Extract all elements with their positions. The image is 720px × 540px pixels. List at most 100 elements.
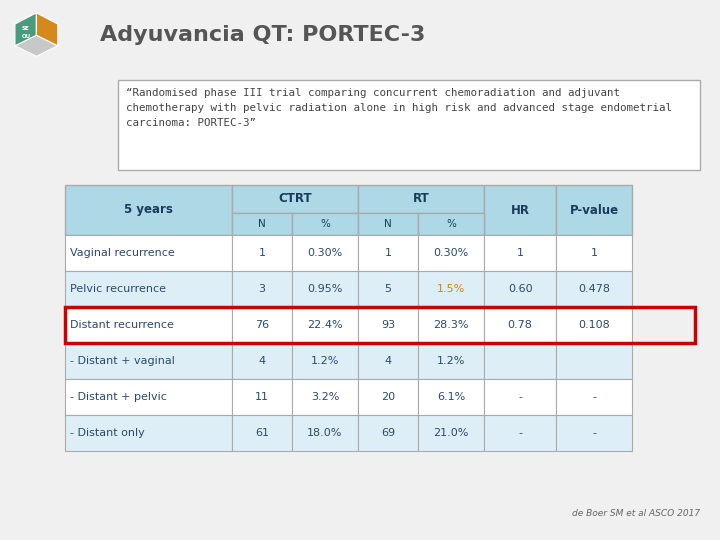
Bar — [65, 271, 232, 307]
Bar — [557, 307, 632, 343]
Text: P-value: P-value — [570, 204, 618, 217]
Text: 3.2%: 3.2% — [311, 392, 339, 402]
Bar — [292, 343, 358, 379]
Bar — [232, 185, 358, 213]
Text: SE: SE — [22, 26, 30, 31]
Text: 3: 3 — [258, 284, 266, 294]
Text: Pelvic recurrence: Pelvic recurrence — [70, 284, 166, 294]
Bar — [484, 415, 557, 451]
Text: HR: HR — [510, 204, 530, 217]
Bar — [557, 235, 632, 271]
Bar — [358, 185, 484, 213]
Text: - Distant + pelvic: - Distant + pelvic — [70, 392, 167, 402]
Bar — [557, 343, 632, 379]
Text: CTRT: CTRT — [278, 192, 312, 206]
Bar — [232, 415, 292, 451]
Text: “Randomised phase III trial comparing concurrent chemoradiation and adjuvant
che: “Randomised phase III trial comparing co… — [126, 88, 672, 127]
Text: -: - — [518, 428, 522, 438]
Text: 1: 1 — [590, 248, 598, 258]
Text: 0.95%: 0.95% — [307, 284, 343, 294]
Bar — [484, 185, 557, 235]
Text: 5: 5 — [384, 284, 392, 294]
Polygon shape — [36, 13, 58, 46]
Bar — [418, 213, 484, 235]
Text: 1: 1 — [517, 248, 523, 258]
Bar — [557, 379, 632, 415]
Text: N: N — [384, 219, 392, 229]
Text: %: % — [320, 219, 330, 229]
Bar — [118, 80, 700, 170]
Text: - Distant only: - Distant only — [70, 428, 145, 438]
Text: 4: 4 — [258, 356, 266, 366]
Text: -: - — [518, 392, 522, 402]
Text: 0.30%: 0.30% — [307, 248, 343, 258]
Bar — [232, 235, 292, 271]
Text: 21.0%: 21.0% — [433, 428, 469, 438]
Bar — [292, 379, 358, 415]
Text: Vaginal recurrence: Vaginal recurrence — [70, 248, 175, 258]
Bar — [358, 343, 418, 379]
Polygon shape — [15, 13, 36, 46]
Polygon shape — [15, 35, 58, 56]
Text: -: - — [592, 392, 596, 402]
Bar — [232, 307, 292, 343]
Bar — [292, 213, 358, 235]
Bar — [484, 307, 557, 343]
Bar — [232, 213, 292, 235]
Bar — [292, 271, 358, 307]
Text: RT: RT — [413, 192, 429, 206]
Text: 1: 1 — [384, 248, 392, 258]
Text: 93: 93 — [381, 320, 395, 330]
Bar — [65, 415, 232, 451]
Text: 1.2%: 1.2% — [437, 356, 465, 366]
Text: 1.2%: 1.2% — [311, 356, 339, 366]
Bar — [358, 271, 418, 307]
Text: N: N — [258, 219, 266, 229]
Text: 28.3%: 28.3% — [433, 320, 469, 330]
Bar — [65, 379, 232, 415]
Bar — [358, 415, 418, 451]
Text: - Distant + vaginal: - Distant + vaginal — [70, 356, 175, 366]
Bar — [358, 379, 418, 415]
Text: 0.30%: 0.30% — [433, 248, 469, 258]
Bar — [484, 343, 557, 379]
Bar — [232, 343, 292, 379]
Bar — [358, 307, 418, 343]
Bar — [358, 213, 418, 235]
Bar — [65, 235, 232, 271]
Bar — [557, 415, 632, 451]
Bar — [484, 235, 557, 271]
Bar — [418, 415, 484, 451]
Text: de Boer SM et al ASCO 2017: de Boer SM et al ASCO 2017 — [572, 509, 700, 518]
Text: 22.4%: 22.4% — [307, 320, 343, 330]
Bar — [65, 307, 232, 343]
Text: 0.478: 0.478 — [578, 284, 610, 294]
Text: 4: 4 — [384, 356, 392, 366]
Bar — [65, 343, 232, 379]
Text: -: - — [592, 428, 596, 438]
Bar — [484, 271, 557, 307]
Bar — [418, 307, 484, 343]
Text: OU: OU — [22, 34, 30, 39]
Bar — [557, 271, 632, 307]
Text: Distant recurrence: Distant recurrence — [70, 320, 174, 330]
Bar — [418, 379, 484, 415]
Text: 61: 61 — [255, 428, 269, 438]
Bar — [232, 271, 292, 307]
Text: %: % — [446, 219, 456, 229]
Text: 76: 76 — [255, 320, 269, 330]
Bar — [65, 307, 695, 343]
Bar — [232, 379, 292, 415]
Bar — [358, 235, 418, 271]
Text: 6.1%: 6.1% — [437, 392, 465, 402]
Bar — [292, 235, 358, 271]
Text: 0.108: 0.108 — [578, 320, 610, 330]
Bar — [557, 185, 632, 235]
Bar — [292, 415, 358, 451]
Text: 18.0%: 18.0% — [307, 428, 343, 438]
Text: Adyuvancia QT: PORTEC-3: Adyuvancia QT: PORTEC-3 — [100, 25, 426, 45]
Text: 20: 20 — [381, 392, 395, 402]
Bar — [418, 271, 484, 307]
Text: 1.5%: 1.5% — [437, 284, 465, 294]
Text: 11: 11 — [255, 392, 269, 402]
